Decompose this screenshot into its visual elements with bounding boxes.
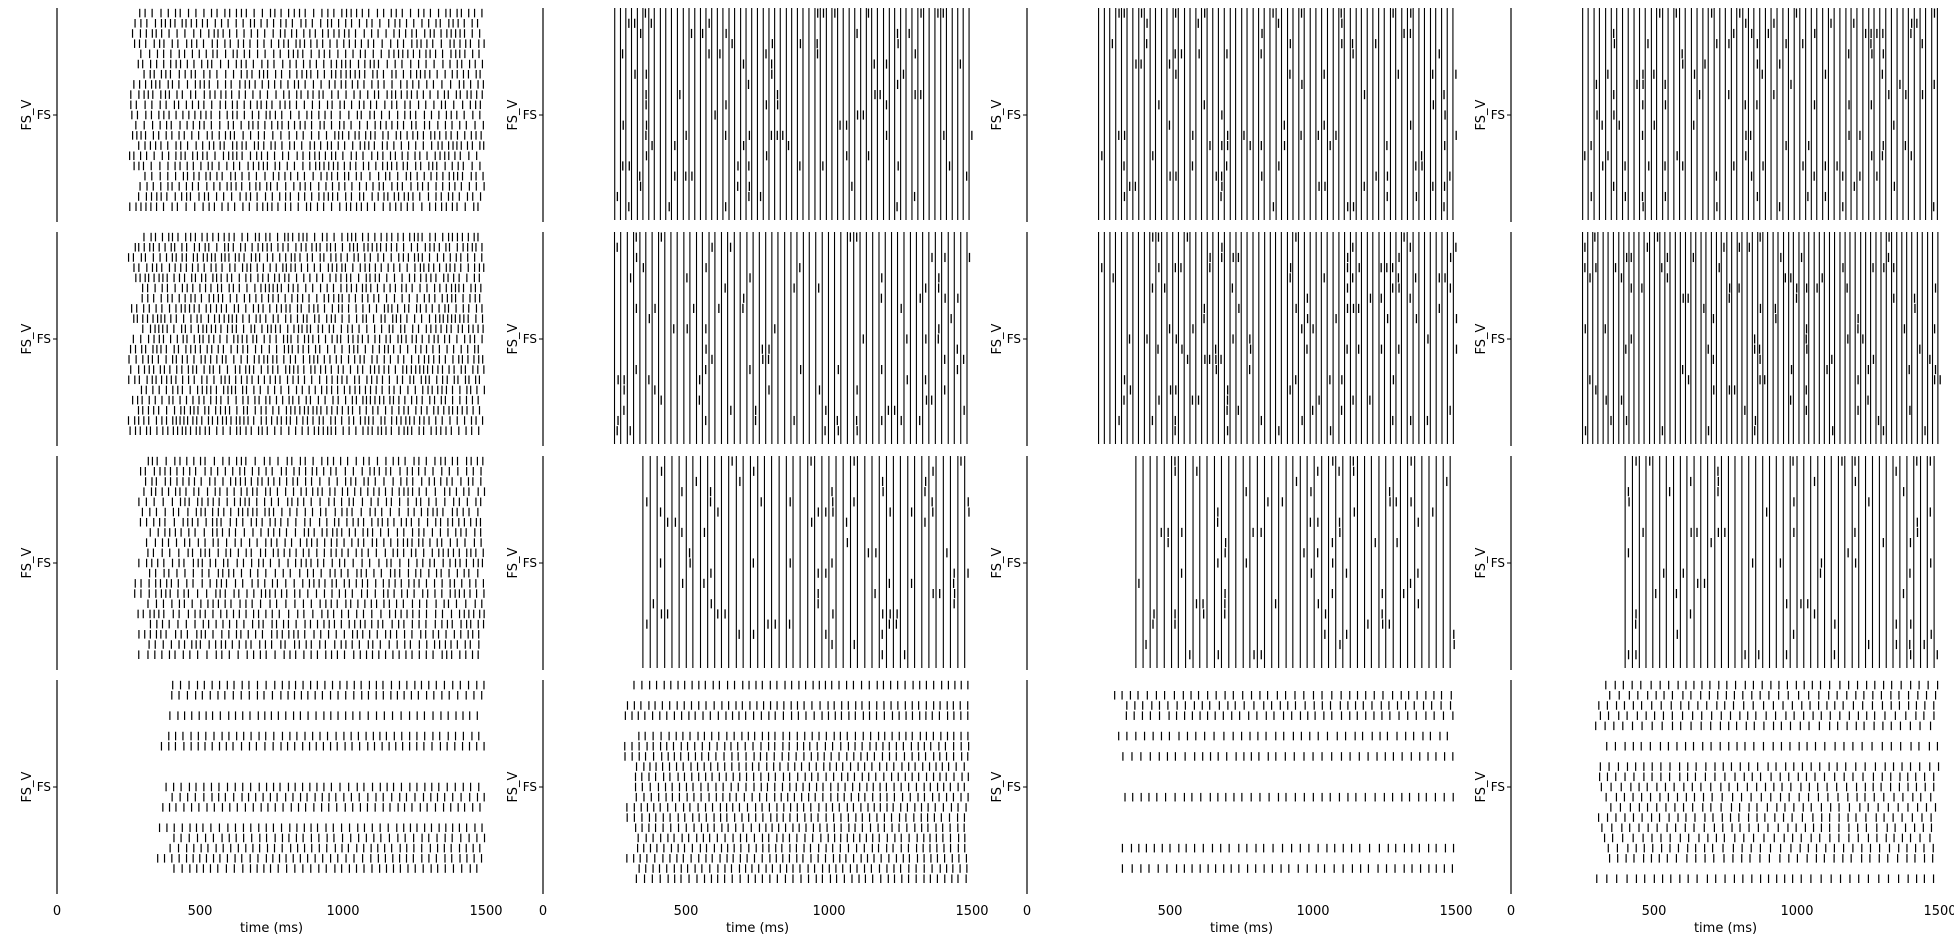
y-axis-label: FS_V [1474, 547, 1489, 578]
spike-group [1582, 8, 1938, 220]
spike-group [1624, 456, 1938, 668]
spike-group [157, 680, 486, 873]
y-tick-label: FS [1007, 556, 1021, 570]
y-tick-label: FS [1491, 332, 1505, 346]
spike-group [1581, 232, 1941, 444]
y-tick-label: FS [37, 108, 51, 122]
y-tick-label: FS [1007, 332, 1021, 346]
y-axis-label: FS_V [506, 547, 521, 578]
y-tick-label: FS [1007, 108, 1021, 122]
y-tick-label: FS [37, 780, 51, 794]
y-tick-label: FS [523, 556, 537, 570]
y-tick-label: FS [523, 108, 537, 122]
y-axis-label: FS_V [20, 547, 35, 578]
spike-group [613, 232, 971, 444]
y-axis-label: FS_V [1474, 323, 1489, 354]
spike-group [614, 8, 973, 220]
spike-group [127, 232, 485, 435]
y-axis-label: FS_V [990, 99, 1005, 130]
y-axis-label: FS_V [990, 547, 1005, 578]
spike-group [1098, 8, 1457, 220]
y-axis-label: FS_V [506, 323, 521, 354]
y-tick-label: FS [523, 332, 537, 346]
y-tick-label: FS [37, 332, 51, 346]
spike-group [642, 456, 970, 668]
y-axis-label: FS_V [20, 323, 35, 354]
y-tick-label: FS [1491, 108, 1505, 122]
y-axis-label: FS_V [990, 323, 1005, 354]
spike-group [1135, 456, 1455, 668]
y-axis-label: FS_V [20, 771, 35, 802]
spike-group [129, 8, 485, 211]
y-tick-label: FS [1491, 556, 1505, 570]
y-tick-label: FS [37, 556, 51, 570]
spike-group [134, 456, 486, 659]
y-axis-label: FS_V [1474, 99, 1489, 130]
y-axis-label: FS_V [20, 99, 35, 130]
y-axis-label: FS_V [506, 99, 521, 130]
spike-group [1098, 232, 1458, 444]
